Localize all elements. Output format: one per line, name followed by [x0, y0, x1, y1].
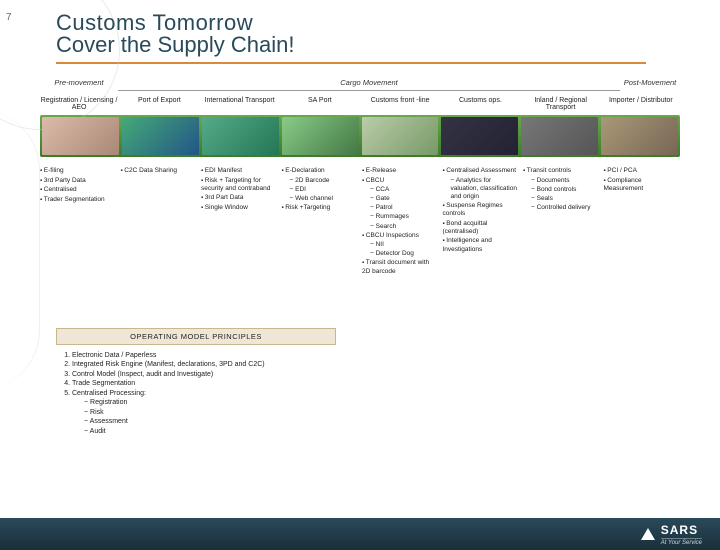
detail-item: Gate: [362, 195, 439, 203]
detail-item: Documents: [523, 177, 600, 185]
detail-col-0: E-filing3rd Party DataCentralisedTrader …: [40, 167, 117, 277]
detail-item: E-Declaration: [282, 167, 359, 176]
phase-post: Post-Movement: [620, 78, 680, 91]
principle-5-sublist: Registration Risk Assessment Audit: [72, 398, 336, 436]
detail-col-6: Transit controlsDocumentsBond controlsSe…: [523, 167, 600, 277]
principle-5: Centralised Processing: Registration Ris…: [72, 389, 336, 436]
footer: SARS At Your Service: [0, 518, 720, 550]
detail-item: PCI / PCA: [604, 167, 681, 176]
detail-item: Detector Dog: [362, 250, 439, 258]
col-4: Customs front -line: [361, 97, 439, 104]
detail-item: Centralised Assessment: [443, 167, 520, 176]
brand-logo: SARS At Your Service: [641, 523, 702, 546]
slide-number: 7: [6, 12, 12, 23]
col-1: Port of Export: [120, 97, 198, 104]
detail-item: C2C Data Sharing: [121, 167, 198, 176]
detail-item: Single Window: [201, 204, 278, 213]
detail-item: Seals: [523, 195, 600, 203]
detail-item: Transit document with 2D barcode: [362, 259, 439, 276]
detail-col-1: C2C Data Sharing: [121, 167, 198, 277]
detail-item: Risk + Targeting for security and contra…: [201, 177, 278, 194]
detail-item: Intelligence and Investigations: [443, 237, 520, 254]
brand-name: SARS: [661, 523, 702, 537]
title-line-2: Cover the Supply Chain!: [56, 32, 646, 58]
principle-5-label: Centralised Processing:: [72, 390, 146, 397]
detail-item: Analytics for valuation, classification …: [443, 177, 520, 201]
registration-thumb: [42, 117, 119, 155]
thumbnail-strip: [40, 115, 680, 157]
principles-list: Electronic Data / Paperless Integrated R…: [56, 351, 336, 436]
detail-item: Patrol: [362, 204, 439, 212]
inland-transport-thumb: [521, 117, 598, 155]
detail-item: Controlled delivery: [523, 204, 600, 212]
principle-1: Electronic Data / Paperless: [72, 351, 336, 360]
detail-item: E-filing: [40, 167, 117, 176]
export-port-thumb: [122, 117, 199, 155]
detail-item: Bond acquittal (centralised): [443, 220, 520, 237]
principle-3: Control Model (Inspect, audit and Invest…: [72, 370, 336, 379]
principle-2: Integrated Risk Engine (Manifest, declar…: [72, 360, 336, 369]
detail-item: 3rd Party Data: [40, 177, 117, 186]
importer-thumb: [601, 117, 678, 155]
sa-port-thumb: [282, 117, 359, 155]
title-block: Customs Tomorrow Cover the Supply Chain!: [56, 10, 646, 64]
detail-item: 3rd Part Data: [201, 194, 278, 203]
detail-item: EDI: [282, 186, 359, 194]
principle-4: Trade Segmentation: [72, 379, 336, 388]
intl-transport-thumb: [202, 117, 279, 155]
sub-audit: Audit: [76, 427, 336, 436]
detail-row: E-filing3rd Party DataCentralisedTrader …: [40, 167, 680, 277]
sub-risk: Risk: [76, 408, 336, 417]
col-6: Inland / Regional Transport: [522, 97, 600, 111]
detail-col-2: EDI ManifestRisk + Targeting for securit…: [201, 167, 278, 277]
detail-item: Web channel: [282, 195, 359, 203]
detail-item: Search: [362, 223, 439, 231]
column-headers: Registration / Licensing / AEO Port of E…: [40, 97, 680, 111]
detail-item: EDI Manifest: [201, 167, 278, 176]
detail-item: Trader Segmentation: [40, 196, 117, 205]
detail-item: CCA: [362, 186, 439, 194]
detail-item: Centralised: [40, 186, 117, 195]
col-7: Importer / Distributor: [602, 97, 680, 104]
principles-box: OPERATING MODEL PRINCIPLES Electronic Da…: [56, 328, 336, 436]
detail-col-3: E-Declaration2D BarcodeEDIWeb channelRis…: [282, 167, 359, 277]
principles-header: OPERATING MODEL PRINCIPLES: [56, 328, 336, 345]
phase-row: Pre-movement Cargo Movement Post-Movemen…: [40, 78, 680, 91]
logo-triangle-icon: [641, 528, 655, 540]
detail-item: Suspense Regimes controls: [443, 202, 520, 219]
detail-item: Bond controls: [523, 186, 600, 194]
detail-item: Risk +Targeting: [282, 204, 359, 213]
detail-col-5: Centralised AssessmentAnalytics for valu…: [443, 167, 520, 277]
bg-curve-2: [0, 110, 40, 390]
col-3: SA Port: [281, 97, 359, 104]
detail-item: Rummages: [362, 213, 439, 221]
col-5: Customs ops.: [441, 97, 519, 104]
detail-item: 2D Barcode: [282, 177, 359, 185]
detail-item: NII: [362, 241, 439, 249]
detail-item: CBCU Inspections: [362, 232, 439, 241]
customs-frontline-thumb: [362, 117, 439, 155]
sub-assessment: Assessment: [76, 417, 336, 426]
phase-cargo: Cargo Movement: [118, 78, 620, 91]
sub-registration: Registration: [76, 398, 336, 407]
detail-item: Compliance Measurement: [604, 177, 681, 194]
detail-item: E-Release: [362, 167, 439, 176]
customs-ops-thumb: [441, 117, 518, 155]
detail-col-7: PCI / PCACompliance Measurement: [604, 167, 681, 277]
detail-col-4: E-ReleaseCBCUCCAGatePatrolRummages Search…: [362, 167, 439, 277]
col-2: International Transport: [201, 97, 279, 104]
brand-tagline: At Your Service: [661, 538, 702, 546]
detail-item: Transit controls: [523, 167, 600, 176]
detail-item: CBCU: [362, 177, 439, 186]
